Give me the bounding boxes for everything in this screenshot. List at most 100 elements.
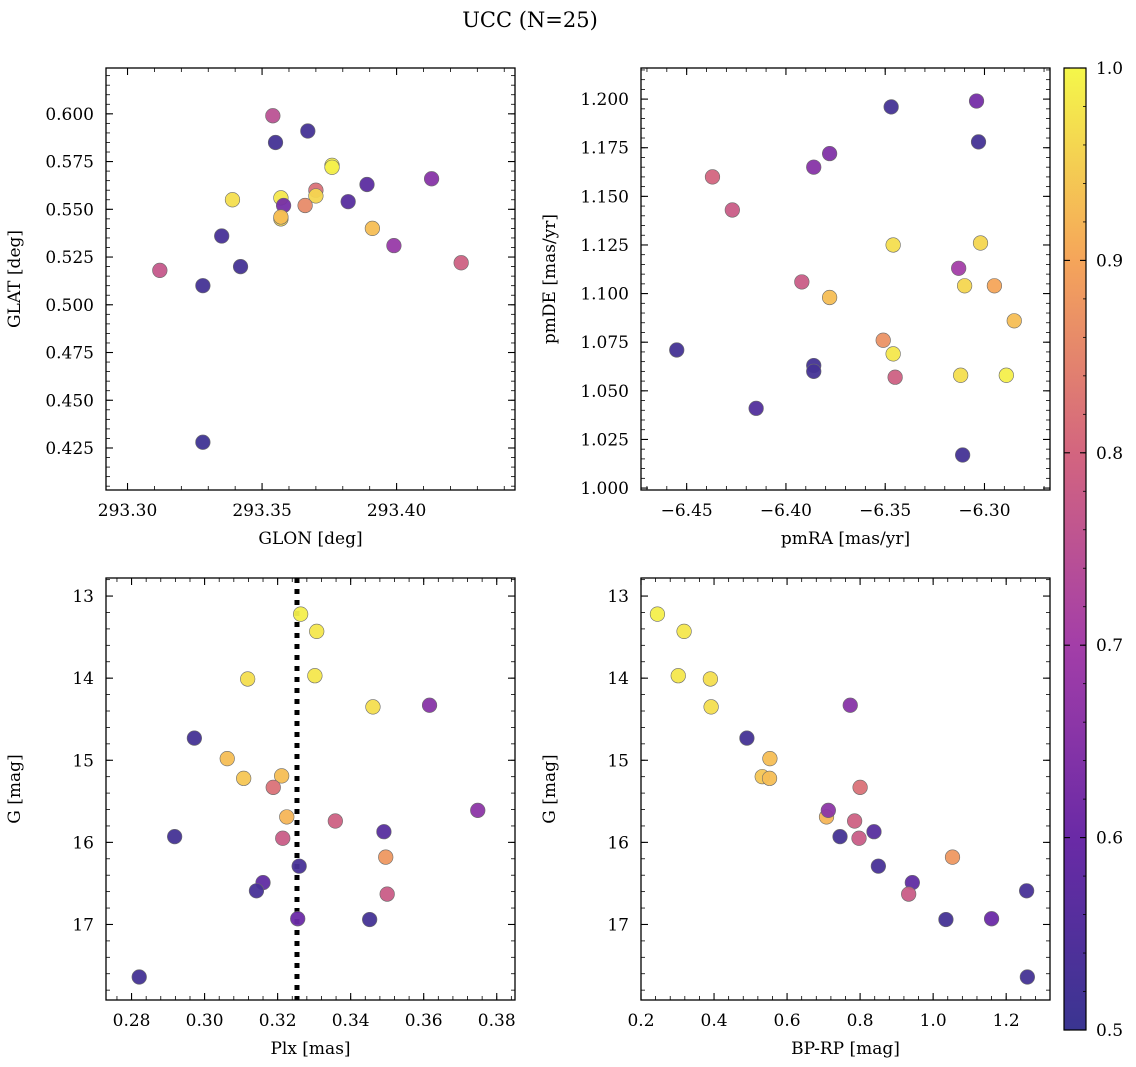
data-point: [248, 883, 265, 899]
data-point: [953, 367, 969, 383]
data-point: [293, 606, 309, 622]
data-point: [275, 830, 291, 846]
data-point: [901, 886, 917, 902]
plot-frame: [640, 577, 1051, 1001]
y-tick-label: 15: [72, 751, 94, 771]
data-point: [887, 369, 903, 385]
ticks: [640, 578, 1050, 1000]
y-tick-label: 1.050: [580, 382, 629, 402]
data-point: [274, 768, 290, 784]
y-tick-label: 17: [607, 915, 629, 935]
y-tick-label: 15: [607, 751, 629, 771]
colorbar-tick-label: 0.9: [1096, 251, 1123, 271]
x-tick-label: 0.36: [405, 1011, 443, 1031]
data-point: [704, 169, 721, 185]
y-tick-label: 0.425: [45, 439, 94, 459]
x-tick-label: 0.34: [332, 1011, 370, 1031]
data-points: [649, 606, 1035, 985]
y-tick-label: 1.000: [580, 479, 629, 499]
data-point: [267, 134, 284, 151]
ticks: [641, 68, 1050, 490]
x-axis-label: Plx [mas]: [270, 1039, 350, 1059]
data-point: [649, 606, 666, 622]
data-point: [167, 829, 183, 845]
data-point: [232, 258, 249, 275]
data-points: [131, 606, 486, 985]
data-point: [186, 730, 202, 746]
y-tick-label: 0.500: [45, 296, 94, 316]
data-point: [670, 668, 686, 684]
data-point: [870, 858, 886, 874]
data-point: [1006, 313, 1022, 329]
y-tick-label: 1.200: [580, 90, 629, 110]
data-point: [822, 145, 838, 162]
data-point: [365, 699, 381, 715]
data-point: [152, 262, 168, 279]
x-tick-label: 0.2: [627, 1011, 654, 1031]
x-tick-label: 0.8: [847, 1011, 874, 1031]
data-point: [307, 668, 323, 684]
data-point: [806, 159, 822, 175]
data-point: [453, 255, 469, 271]
y-tick-label: 0.600: [45, 105, 94, 125]
data-point: [324, 159, 340, 175]
y-tick-label: 14: [72, 669, 94, 689]
x-axis-label: pmRA [mas/yr]: [781, 529, 910, 549]
data-points: [152, 108, 469, 450]
data-point: [1019, 969, 1035, 985]
y-axis-label: pmDE [mas/yr]: [540, 214, 560, 344]
plot-frame: [105, 67, 516, 491]
data-point: [265, 779, 281, 795]
data-point: [847, 813, 863, 829]
data-point: [955, 447, 971, 463]
figure-title: UCC (N=25): [462, 8, 598, 32]
y-tick-label: 13: [607, 587, 629, 607]
panel-glon-glat: 293.30 293.35 293.40 0.425 0.450 0.475 0.500 0.…: [5, 67, 516, 549]
data-point: [131, 969, 147, 985]
data-point: [983, 911, 1000, 927]
data-point: [470, 802, 486, 818]
data-point: [359, 176, 375, 193]
data-point: [822, 289, 838, 306]
x-tick-label: 293.40: [367, 501, 426, 521]
data-point: [379, 886, 395, 902]
data-point: [309, 623, 325, 639]
data-point: [851, 830, 867, 846]
data-point: [386, 237, 402, 254]
y-tick-label: 16: [72, 833, 94, 853]
data-point: [806, 363, 822, 379]
data-point: [364, 220, 380, 236]
y-axis-label: G [mag]: [5, 754, 25, 823]
data-point: [1019, 883, 1035, 899]
y-tick-label: 14: [607, 669, 629, 689]
data-point: [986, 278, 1003, 294]
data-point: [224, 192, 241, 208]
ticks: [106, 578, 515, 1000]
data-point: [852, 779, 868, 795]
y-axis-label: G [mag]: [540, 754, 560, 823]
panel-pmra-pmde: −6.45 −6.40 −6.35 −6.30 1.000 1.025 1.050 1.075…: [540, 67, 1051, 549]
data-point: [970, 134, 987, 150]
data-point: [968, 93, 985, 109]
y-tick-label: 1.175: [580, 139, 629, 159]
data-point: [195, 278, 211, 294]
data-point: [724, 202, 740, 218]
colorbar-bar: [1063, 67, 1087, 1031]
data-point: [951, 260, 967, 276]
x-tick-label: 1.0: [920, 1011, 947, 1031]
y-tick-label: 0.575: [45, 153, 94, 173]
data-point: [842, 697, 858, 713]
y-tick-label: 1.100: [580, 285, 629, 305]
data-point: [214, 228, 230, 244]
x-tick-label: 0.32: [259, 1011, 297, 1031]
colorbar-ticks: 0.5 0.6 0.7 0.8 0.9 1.0: [1064, 59, 1123, 1041]
data-point: [676, 623, 692, 639]
colorbar-tick-label: 0.8: [1096, 444, 1123, 464]
x-axis-label: GLON [deg]: [258, 529, 362, 549]
data-point: [703, 699, 719, 715]
y-tick-label: 0.475: [45, 344, 94, 364]
data-point: [957, 278, 973, 294]
data-point: [748, 400, 764, 416]
x-tick-label: −6.35: [859, 501, 911, 521]
